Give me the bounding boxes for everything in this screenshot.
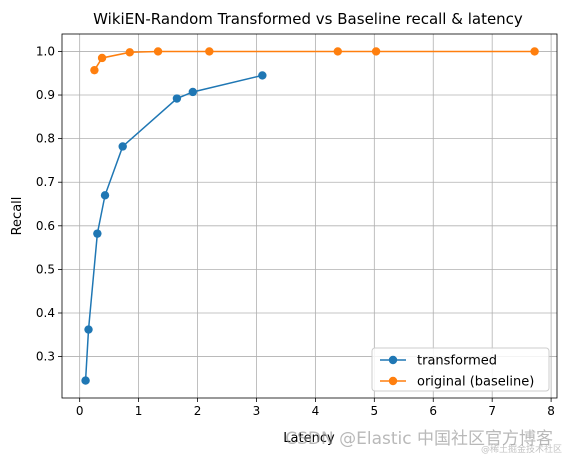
y-tick-label: 0.9 — [36, 88, 55, 102]
data-point — [153, 47, 163, 56]
data-point — [530, 47, 539, 56]
watermark: CSDN @Elastic 中国社区官方博客 @稀土掘金技术社区 — [285, 429, 562, 455]
data-point — [90, 65, 99, 75]
x-tick-label: 8 — [547, 404, 555, 418]
x-tick-label: 2 — [194, 404, 202, 418]
y-axis-ticks: 0.3 0.4 0.5 0.6 0.7 0.8 0.9 1.0 — [36, 44, 62, 364]
x-tick-label: 4 — [312, 404, 320, 418]
y-tick-label: 0.3 — [36, 350, 55, 364]
legend: transformed original (baseline) — [371, 347, 550, 392]
data-point — [333, 47, 342, 56]
x-tick-label: 3 — [253, 404, 261, 418]
data-point — [205, 47, 214, 56]
watermark-main-text: CSDN @Elastic 中国社区官方博客 — [285, 429, 553, 449]
data-point — [84, 325, 93, 334]
data-point — [258, 71, 267, 80]
legend-label: original (baseline) — [417, 375, 534, 390]
legend-swatch-marker — [388, 355, 398, 365]
data-point — [371, 47, 381, 56]
data-point — [93, 229, 102, 238]
data-point — [172, 94, 182, 103]
y-tick-label: 0.8 — [36, 132, 55, 146]
y-tick-label: 0.6 — [36, 219, 55, 233]
series-layer — [81, 47, 539, 385]
data-point — [100, 191, 110, 200]
y-axis-label: Recall — [10, 197, 25, 236]
y-tick-label: 0.7 — [36, 175, 55, 189]
y-tick-label: 0.4 — [36, 306, 55, 320]
x-tick-label: 0 — [76, 404, 84, 418]
data-point — [188, 87, 198, 97]
y-tick-label: 1.0 — [36, 44, 55, 58]
data-point — [125, 48, 134, 57]
series-1 — [90, 47, 539, 75]
data-point — [81, 376, 90, 385]
data-point — [118, 142, 127, 151]
legend-item: transformed — [380, 354, 497, 369]
legend-item: original (baseline) — [380, 375, 534, 390]
watermark-sub-text: @稀土掘金技术社区 — [481, 443, 562, 455]
chart-title: WikiEN-Random Transformed vs Baseline re… — [93, 10, 523, 28]
x-tick-label: 1 — [135, 404, 143, 418]
x-tick-label: 6 — [429, 404, 437, 418]
y-tick-label: 0.5 — [36, 262, 55, 276]
data-point — [97, 53, 107, 63]
legend-swatch-marker — [388, 376, 398, 386]
x-tick-label: 5 — [371, 404, 379, 418]
x-tick-label: 7 — [488, 404, 496, 418]
plot-area-frame — [61, 33, 558, 399]
series-0 — [81, 71, 267, 385]
x-axis-label: Latency — [283, 431, 335, 446]
series-line — [93, 50, 535, 71]
legend-label: transformed — [417, 354, 497, 369]
legend-box — [371, 347, 550, 392]
x-axis-ticks: 0 1 2 3 4 5 6 7 8 — [76, 398, 555, 418]
